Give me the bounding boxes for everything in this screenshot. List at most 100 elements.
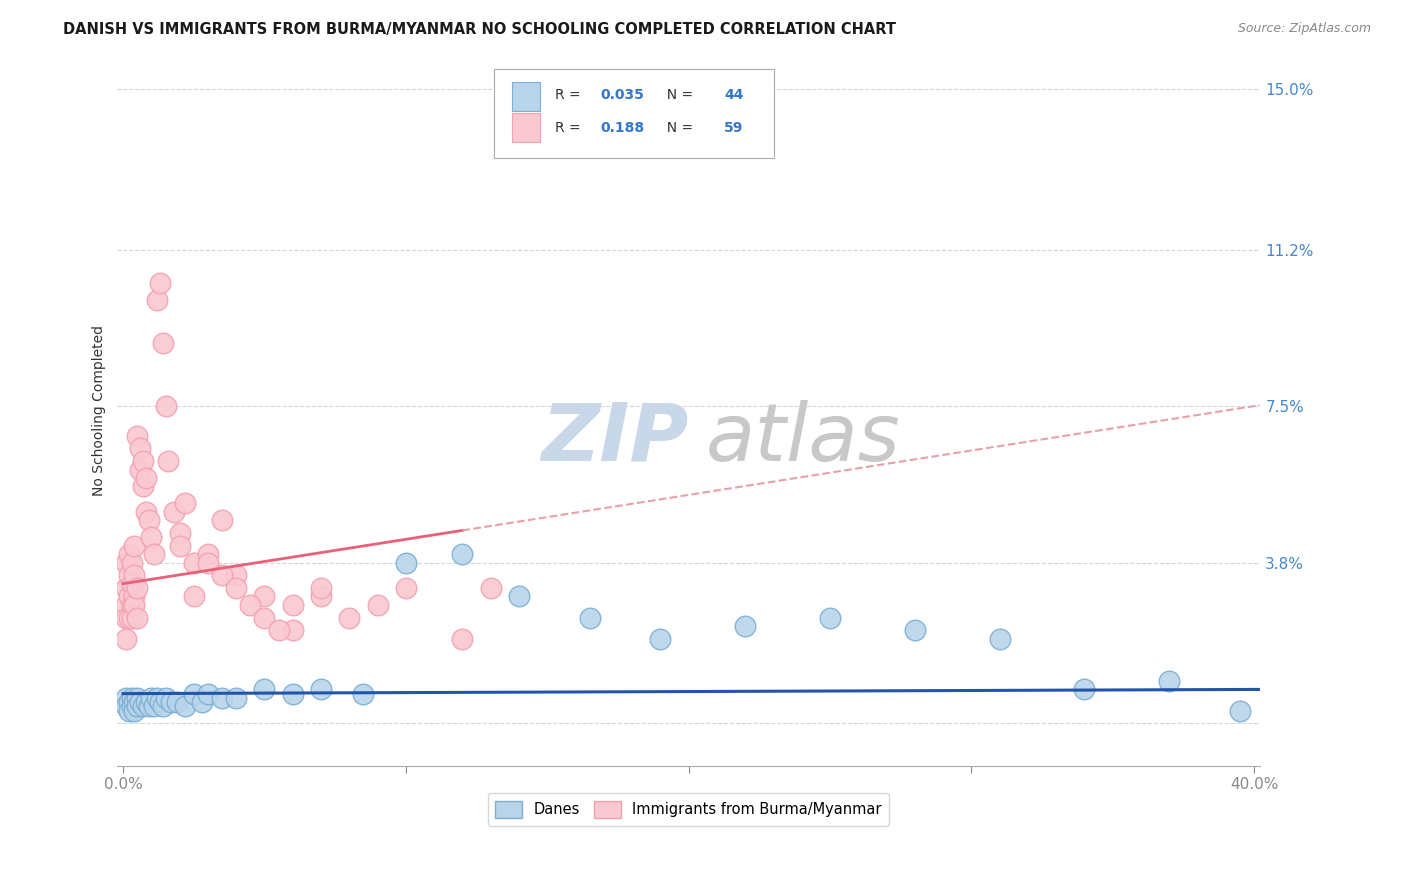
Point (141, 530, 163, 544)
Point (132, 479, 155, 493)
Point (121, 576, 143, 591)
Point (141, 690, 163, 705)
Point (121, 699, 143, 714)
Point (281, 624, 304, 638)
Point (155, 399, 177, 413)
Point (121, 610, 143, 624)
Bar (512, 82, 540, 111)
Point (115, 610, 138, 624)
Point (121, 556, 143, 570)
Point (157, 454, 180, 468)
Point (118, 610, 141, 624)
Point (508, 590, 530, 604)
Point (451, 632, 474, 646)
Point (174, 496, 197, 510)
Point (135, 471, 157, 485)
Point (129, 695, 152, 709)
Text: R =: R = (555, 88, 585, 102)
Point (127, 428, 149, 442)
Text: ZIP: ZIP (541, 400, 688, 478)
Point (135, 695, 157, 709)
Point (115, 581, 138, 595)
Point (146, 690, 169, 705)
Point (129, 442, 152, 456)
Text: 59: 59 (724, 120, 744, 135)
Point (138, 699, 160, 714)
Point (183, 687, 205, 701)
Point (135, 505, 157, 519)
Point (163, 505, 186, 519)
Point (160, 695, 183, 709)
Text: N =: N = (658, 88, 697, 102)
Text: R =: R = (555, 120, 585, 135)
Point (367, 598, 389, 612)
Point (127, 610, 149, 624)
Point (138, 513, 160, 527)
Point (115, 598, 138, 612)
Point (149, 695, 172, 709)
Point (143, 699, 166, 714)
Point (124, 598, 146, 612)
Point (143, 547, 166, 561)
Text: 0.188: 0.188 (600, 120, 645, 135)
Point (309, 581, 332, 595)
Point (121, 690, 143, 705)
Point (146, 293, 169, 308)
Point (132, 699, 155, 714)
Point (225, 581, 247, 595)
Point (118, 568, 141, 582)
Point (118, 590, 141, 604)
Point (211, 513, 233, 527)
Point (129, 462, 152, 476)
Point (169, 525, 191, 540)
Point (127, 581, 149, 595)
Point (253, 610, 276, 624)
FancyBboxPatch shape (495, 70, 775, 158)
Point (211, 690, 233, 705)
Point (395, 556, 418, 570)
Point (267, 624, 290, 638)
Point (155, 690, 177, 705)
Point (578, 610, 600, 624)
Point (211, 568, 233, 582)
Point (734, 619, 756, 633)
Point (115, 556, 138, 570)
Point (1073, 682, 1095, 697)
Point (127, 690, 149, 705)
Point (253, 682, 276, 697)
Text: Source: ZipAtlas.com: Source: ZipAtlas.com (1237, 22, 1371, 36)
Point (132, 454, 155, 468)
Text: DANISH VS IMMIGRANTS FROM BURMA/MYANMAR NO SCHOOLING COMPLETED CORRELATION CHART: DANISH VS IMMIGRANTS FROM BURMA/MYANMAR … (63, 22, 896, 37)
Text: 44: 44 (724, 88, 744, 102)
Point (309, 590, 332, 604)
Legend: Danes, Immigrants from Burma/Myanmar: Danes, Immigrants from Burma/Myanmar (488, 793, 889, 826)
Point (169, 539, 191, 553)
Point (904, 624, 927, 638)
Point (281, 687, 304, 701)
Point (118, 547, 141, 561)
Point (309, 682, 332, 697)
Point (127, 699, 149, 714)
Point (124, 695, 146, 709)
Y-axis label: No Schooling Completed: No Schooling Completed (93, 325, 107, 496)
Point (124, 539, 146, 553)
Point (197, 556, 219, 570)
Point (818, 610, 841, 624)
Point (197, 687, 219, 701)
Point (352, 687, 374, 701)
Point (124, 704, 146, 718)
Point (115, 690, 138, 705)
Text: 0.035: 0.035 (600, 88, 644, 102)
Point (174, 699, 197, 714)
Point (118, 704, 141, 718)
Point (183, 590, 205, 604)
Point (253, 590, 276, 604)
Point (395, 581, 418, 595)
Point (988, 632, 1011, 646)
Point (115, 699, 138, 714)
Point (183, 556, 205, 570)
Point (337, 610, 360, 624)
Point (451, 547, 474, 561)
Point (115, 632, 138, 646)
Point (650, 632, 672, 646)
